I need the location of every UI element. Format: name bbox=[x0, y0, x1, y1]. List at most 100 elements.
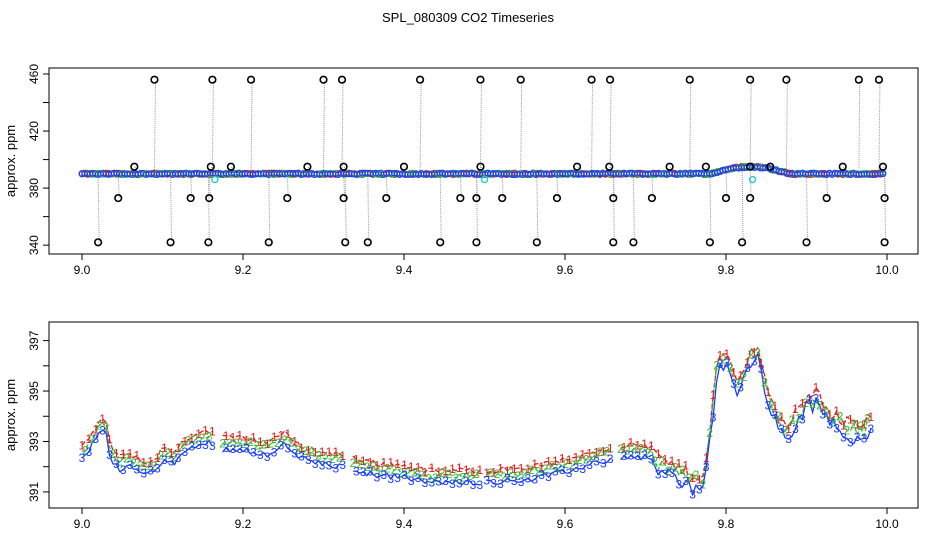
series-marker-3: 3 bbox=[538, 468, 545, 482]
series-marker-2: 2 bbox=[350, 456, 357, 470]
series-marker-1: 1 bbox=[442, 464, 449, 478]
series-marker-2: 2 bbox=[418, 468, 425, 482]
series-marker-2: 2 bbox=[782, 423, 789, 437]
series-marker-1: 1 bbox=[291, 434, 298, 448]
series-marker-2: 2 bbox=[295, 443, 302, 457]
series-marker-1: 1 bbox=[552, 454, 559, 468]
x-tick-label: 9.8 bbox=[718, 517, 735, 531]
series-marker-3: 3 bbox=[833, 421, 840, 435]
series-marker-2: 2 bbox=[144, 459, 151, 473]
series-marker-2: 2 bbox=[398, 466, 405, 480]
series-marker-3: 3 bbox=[662, 467, 669, 481]
series-marker-3: 3 bbox=[99, 423, 106, 437]
series-marker-1: 1 bbox=[230, 430, 237, 444]
series-marker-2: 2 bbox=[741, 370, 748, 384]
series-marker-1: 1 bbox=[86, 432, 93, 446]
series-marker-3: 3 bbox=[785, 432, 792, 446]
series-marker-2: 2 bbox=[665, 464, 672, 478]
series-marker-1: 1 bbox=[326, 445, 333, 459]
series-marker-2: 2 bbox=[308, 445, 315, 459]
outlier-point bbox=[854, 75, 863, 84]
outlier-connector bbox=[268, 173, 271, 243]
series-marker-2: 2 bbox=[672, 461, 679, 475]
series-marker-3: 3 bbox=[531, 472, 538, 486]
series-marker-1: 1 bbox=[792, 402, 799, 416]
series-marker-2: 2 bbox=[158, 449, 165, 463]
series-marker-3: 3 bbox=[792, 422, 799, 436]
series-marker-2: 2 bbox=[837, 410, 844, 424]
series-marker-2: 2 bbox=[446, 467, 453, 481]
outlier-connector bbox=[608, 166, 611, 174]
series-marker-1: 1 bbox=[394, 457, 401, 471]
series-marker-3: 3 bbox=[326, 459, 333, 473]
series-marker-2: 2 bbox=[528, 463, 535, 477]
outlier-connector bbox=[741, 167, 744, 243]
outlier-connector bbox=[207, 173, 210, 243]
series-marker-2: 2 bbox=[260, 438, 267, 452]
series-marker-3: 3 bbox=[710, 411, 717, 425]
series-marker-1: 1 bbox=[429, 461, 436, 475]
series-marker-1: 1 bbox=[408, 460, 415, 474]
series-marker-3: 3 bbox=[696, 483, 703, 497]
series-marker-3: 3 bbox=[456, 477, 463, 491]
series-marker-1: 1 bbox=[847, 413, 854, 427]
series-marker-2: 2 bbox=[267, 437, 274, 451]
outlier-point bbox=[552, 193, 562, 203]
outlier-point bbox=[226, 162, 236, 171]
series-marker-3: 3 bbox=[607, 452, 614, 466]
series-marker-3: 3 bbox=[353, 464, 360, 478]
series-marker-2: 2 bbox=[377, 464, 384, 478]
series-marker-3: 3 bbox=[772, 408, 779, 422]
series-marker-2: 2 bbox=[754, 346, 761, 360]
series-marker-1: 1 bbox=[504, 464, 511, 478]
series-marker-3: 3 bbox=[648, 452, 655, 466]
series-marker-1: 1 bbox=[387, 456, 394, 470]
y-tick-label: 420 bbox=[27, 121, 41, 141]
x-tick-label: 9.2 bbox=[235, 517, 252, 531]
outlier-connector bbox=[403, 166, 406, 174]
outlier-connector bbox=[536, 173, 539, 243]
series-marker-2: 2 bbox=[185, 433, 192, 447]
series-marker-2: 2 bbox=[816, 399, 823, 413]
series-marker-3: 3 bbox=[298, 450, 305, 464]
series-line-3 bbox=[486, 458, 611, 485]
series-marker-3: 3 bbox=[868, 422, 875, 436]
series-marker-3: 3 bbox=[223, 441, 230, 455]
series-marker-1: 1 bbox=[415, 461, 422, 475]
outlier-point bbox=[341, 238, 350, 247]
series-marker-3: 3 bbox=[367, 465, 374, 479]
series-marker-1: 1 bbox=[579, 447, 586, 461]
series-marker-2: 2 bbox=[617, 442, 624, 456]
series-marker-1: 1 bbox=[854, 418, 861, 432]
outlier-point bbox=[186, 193, 195, 203]
series-marker-3: 3 bbox=[86, 445, 93, 459]
series-marker-1: 1 bbox=[209, 425, 216, 439]
series-marker-3: 3 bbox=[195, 438, 202, 452]
series-marker-1: 1 bbox=[833, 404, 840, 418]
x-tick-label: 9.6 bbox=[557, 263, 574, 277]
series-marker-2: 2 bbox=[405, 466, 412, 480]
series-marker-1: 1 bbox=[99, 412, 106, 426]
series-marker-1: 1 bbox=[525, 462, 532, 476]
series-marker-2: 2 bbox=[302, 444, 309, 458]
series-marker-2: 2 bbox=[555, 461, 562, 475]
outlier-point bbox=[701, 162, 710, 171]
series-marker-2: 2 bbox=[699, 478, 706, 492]
outlier-connector bbox=[576, 166, 579, 174]
series-marker-2: 2 bbox=[151, 459, 158, 473]
outlier-connector bbox=[479, 166, 482, 174]
series-marker-1: 1 bbox=[737, 369, 744, 383]
series-marker-3: 3 bbox=[380, 468, 387, 482]
series-marker-3: 3 bbox=[264, 450, 271, 464]
series-marker-2: 2 bbox=[501, 470, 508, 484]
x-tick-label: 9.0 bbox=[74, 517, 91, 531]
series-marker-2: 2 bbox=[830, 415, 837, 429]
series-marker-1: 1 bbox=[813, 381, 820, 395]
series-marker-2: 2 bbox=[693, 468, 700, 482]
series-marker-1: 1 bbox=[257, 435, 264, 449]
series-marker-1: 1 bbox=[840, 418, 847, 432]
series-marker-2: 2 bbox=[748, 348, 755, 362]
series-marker-1: 1 bbox=[154, 451, 161, 465]
series-marker-2: 2 bbox=[857, 419, 864, 433]
